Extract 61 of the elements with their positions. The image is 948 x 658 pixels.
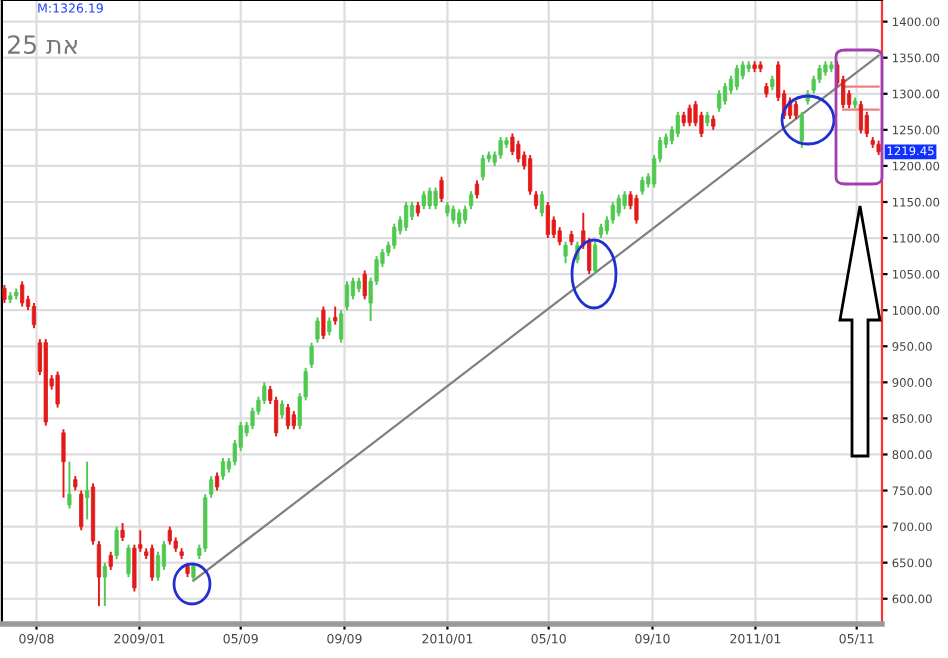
candlestick: [539, 190, 545, 218]
candlestick: [687, 103, 692, 128]
candlestick: [403, 201, 409, 232]
candlestick: [102, 561, 107, 607]
candlestick: [474, 179, 480, 200]
candlestick: [214, 471, 220, 492]
candlestick: [616, 193, 621, 218]
candlestick: [309, 341, 314, 369]
candlestick: [279, 399, 285, 420]
candlestick: [61, 428, 66, 499]
candlestick: [480, 154, 485, 182]
candlestick: [717, 89, 722, 113]
candlestick: [545, 201, 550, 240]
candlestick: [126, 543, 131, 579]
candlestick: [321, 305, 326, 341]
candlestick: [339, 309, 344, 344]
candlestick: [451, 204, 456, 225]
candlestick: [285, 403, 291, 431]
candlestick: [291, 410, 296, 431]
candlestick: [167, 525, 172, 546]
candlestick: [563, 240, 568, 265]
candlestick: [498, 136, 503, 160]
candlestick: [858, 100, 864, 135]
candlestick: [640, 175, 645, 196]
candlestick: [793, 100, 799, 120]
candlestick: [327, 316, 332, 337]
candlestick: [722, 81, 728, 106]
candlestick: [516, 139, 521, 164]
candlestick: [409, 201, 415, 221]
candlestick: [108, 550, 113, 571]
candlestick: [392, 222, 397, 250]
candlestick: [734, 63, 739, 92]
candlestick: [433, 186, 438, 211]
candlestick: [634, 193, 639, 225]
candlestick: [592, 240, 598, 276]
candlestick: [2, 283, 7, 304]
candlestick: [20, 280, 25, 308]
candlestick: [85, 460, 90, 521]
candlestick: [463, 204, 468, 225]
candlestick: [79, 489, 84, 532]
candlestick: [114, 525, 119, 561]
candlestick: [622, 190, 627, 211]
candlestick: [55, 370, 60, 409]
candlestick: [510, 132, 515, 157]
candlestick: [457, 208, 462, 229]
candlestick: [439, 175, 444, 203]
candlestick: [421, 190, 426, 211]
text: 25 תא: [8, 35, 77, 55]
candlestick: [362, 269, 367, 301]
candlestick: [344, 280, 350, 312]
candlestick: [120, 522, 125, 543]
candlestick: [67, 460, 72, 510]
candlestick: [333, 305, 338, 326]
candlestick: [31, 302, 37, 330]
candlestick: [468, 190, 474, 211]
candlestick: [315, 316, 320, 344]
candlestick: [675, 110, 680, 139]
candlestick: [220, 457, 226, 481]
candlestick: [427, 186, 432, 211]
candlestick: [149, 543, 155, 582]
candlestick: [799, 110, 804, 149]
